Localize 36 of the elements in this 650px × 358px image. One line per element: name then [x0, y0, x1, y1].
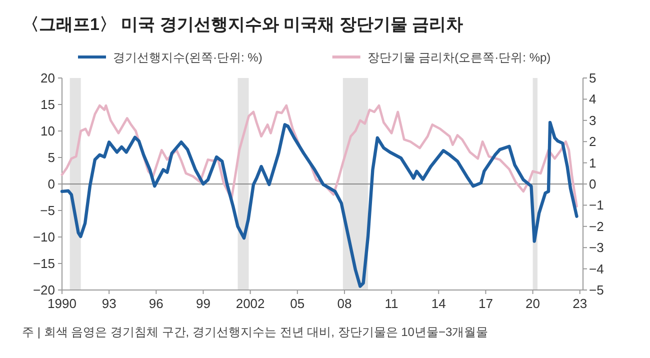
xtick: 05	[290, 296, 305, 311]
ytick: 5	[48, 150, 55, 165]
y2tick: 5	[589, 70, 596, 86]
ytick: −10	[32, 230, 55, 244]
y2tick: 3	[589, 112, 596, 128]
legend-label: 장단기물 금리차(오른쪽·단위: %p)	[367, 50, 551, 64]
y2tick: −4	[589, 261, 604, 276]
xtick: 17	[478, 296, 493, 311]
xtick: 1990	[48, 296, 76, 311]
annotation: 주 | 회색 음영은 경기침체 구간, 경기선행지수는 전년 대비, 장단기물은 10년물−3개월물	[22, 325, 488, 339]
xtick: 99	[196, 296, 210, 311]
xtick: 93	[102, 296, 116, 311]
xtick: 14	[431, 296, 446, 311]
xtick: 20	[526, 296, 540, 311]
y2tick: −3	[589, 240, 604, 256]
y2tick: 4	[589, 92, 596, 107]
xtick: 08	[337, 296, 352, 311]
xtick: 96	[148, 296, 164, 311]
y2tick: −5	[589, 282, 604, 298]
y2tick: 0	[589, 176, 596, 192]
ytick: −5	[40, 203, 55, 218]
ytick: −20	[32, 282, 55, 298]
ytick: 10	[40, 124, 55, 138]
title: 〈그래프1〉 미국 경기선행지수와 미국채 장단기물 금리차	[22, 15, 464, 34]
ytick: 20	[40, 70, 55, 86]
ytick: 15	[40, 97, 55, 112]
xtick: 23	[572, 296, 588, 311]
y2tick: 2	[589, 134, 596, 150]
y2tick: 1	[589, 155, 596, 170]
y2tick: −1	[589, 198, 604, 213]
legend-label: 경기선행지수(왼쪽·단위: %)	[113, 50, 262, 64]
xtick: 11	[384, 296, 398, 311]
ytick: 0	[48, 176, 55, 192]
y2tick: −2	[589, 218, 604, 234]
ytick: −15	[32, 256, 55, 271]
xtick: 2002	[236, 296, 265, 311]
